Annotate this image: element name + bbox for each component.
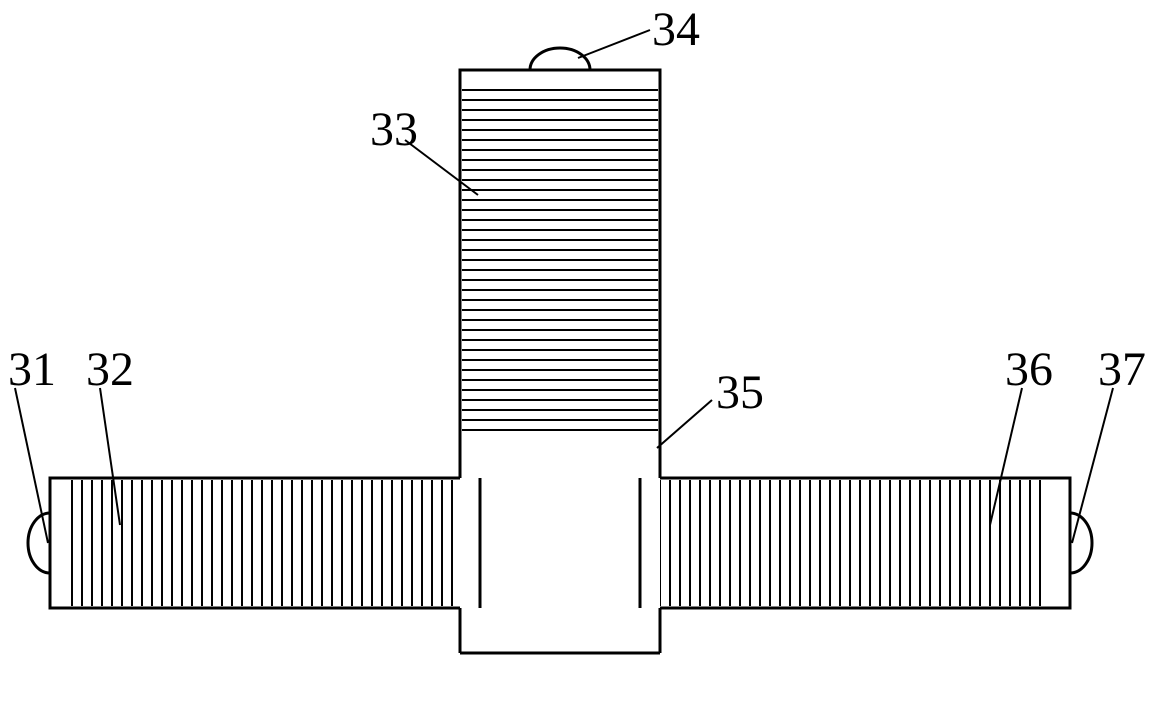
left-arm (50, 478, 480, 608)
label-37: 37 (1098, 343, 1146, 396)
label-34: 34 (652, 3, 700, 56)
center-block (460, 433, 660, 653)
label-31: 31 (8, 343, 56, 396)
leader-31 (15, 388, 48, 543)
label-33: 33 (370, 103, 418, 156)
leader-35 (657, 400, 712, 448)
label-32: 32 (86, 343, 134, 396)
leader-34 (578, 30, 650, 58)
label-36: 36 (1005, 343, 1053, 396)
mechanical-diagram: 31 32 33 34 35 36 37 (0, 0, 1162, 712)
vertical-arm (460, 70, 660, 450)
label-35: 35 (716, 366, 764, 419)
right-arm (640, 478, 1070, 608)
leader-37 (1072, 388, 1113, 543)
